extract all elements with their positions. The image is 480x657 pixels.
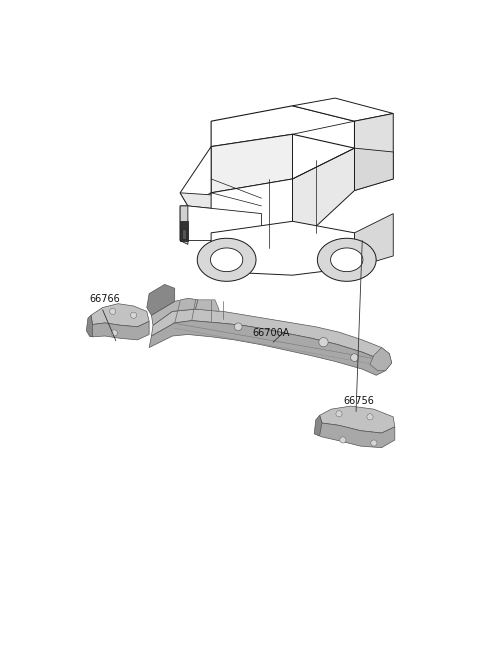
Circle shape [367, 414, 373, 420]
Polygon shape [180, 147, 211, 206]
Polygon shape [211, 134, 292, 193]
Polygon shape [196, 300, 219, 311]
Polygon shape [152, 298, 198, 325]
Polygon shape [318, 423, 395, 447]
Polygon shape [91, 304, 149, 327]
Circle shape [109, 308, 116, 315]
Circle shape [234, 323, 242, 330]
Circle shape [319, 338, 328, 347]
Polygon shape [355, 114, 393, 191]
Polygon shape [314, 415, 322, 436]
Circle shape [371, 440, 377, 446]
Polygon shape [182, 229, 186, 239]
Polygon shape [317, 238, 376, 281]
Polygon shape [149, 321, 392, 375]
Text: 66756: 66756 [343, 396, 374, 406]
Polygon shape [211, 106, 355, 148]
Text: 66766: 66766 [89, 294, 120, 304]
Circle shape [111, 330, 117, 336]
Polygon shape [180, 206, 262, 240]
Polygon shape [180, 193, 262, 214]
Polygon shape [355, 148, 393, 191]
Circle shape [131, 312, 137, 318]
Polygon shape [147, 284, 175, 315]
Circle shape [336, 411, 342, 417]
Text: 66700A: 66700A [252, 328, 289, 338]
Polygon shape [152, 309, 389, 360]
Circle shape [340, 437, 346, 443]
Polygon shape [89, 321, 149, 340]
Polygon shape [180, 221, 188, 240]
Polygon shape [320, 406, 395, 433]
Polygon shape [331, 248, 363, 271]
Polygon shape [211, 248, 243, 271]
Polygon shape [355, 214, 393, 267]
Polygon shape [211, 179, 292, 256]
Circle shape [350, 353, 359, 361]
Polygon shape [370, 348, 392, 371]
Polygon shape [211, 221, 355, 275]
Polygon shape [292, 148, 355, 248]
Polygon shape [86, 315, 93, 337]
Polygon shape [292, 98, 393, 121]
Polygon shape [180, 206, 188, 244]
Polygon shape [197, 238, 256, 281]
